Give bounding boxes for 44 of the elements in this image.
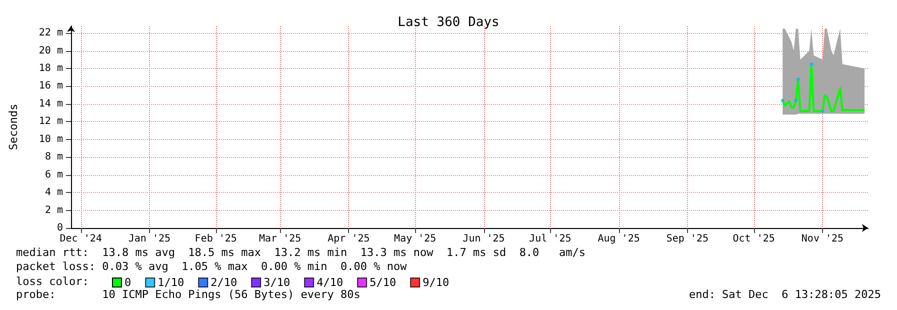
- y-tick-label: 10 m: [38, 134, 63, 145]
- x-tick-label: May '25: [394, 234, 436, 244]
- y-tick-label: 16 m: [38, 80, 63, 92]
- y-tick-label: 0: [56, 222, 63, 234]
- legend-label: 1/10: [158, 276, 184, 289]
- x-tick-label: Aug '25: [598, 234, 640, 244]
- legend-label: 2/10: [210, 276, 238, 289]
- chart-title: Last 360 Days: [398, 15, 500, 30]
- y-tick-label: 2 m: [44, 204, 63, 216]
- legend-label: 5/10: [370, 276, 396, 289]
- legend-label: 3/10: [264, 276, 290, 289]
- y-tick-label: 22 m: [38, 28, 63, 39]
- x-tick-label: Feb '25: [194, 234, 237, 244]
- legend-label: 0: [124, 276, 132, 289]
- x-tick-label: Jan '25: [128, 234, 171, 244]
- point: [796, 78, 800, 81]
- x-tick-label: Nov '25: [801, 234, 844, 244]
- text: probe: 10 ICMP Echo Pings (56 Bytes) every 80s: [16, 288, 360, 301]
- y-axis-title: Seconds: [7, 104, 20, 150]
- x-tick-label: Sep '25: [666, 234, 709, 244]
- x-tick-label: Apr '25: [328, 234, 370, 244]
- text: end: Sat Dec 6 13:28:05 2025: [688, 288, 882, 301]
- point: [794, 98, 798, 102]
- x-tick-label: Dec '24: [60, 234, 102, 244]
- x-tick-label: Jul '25: [529, 234, 572, 244]
- y-tick-label: 18 m: [38, 63, 63, 74]
- legend-label: 9/10: [422, 276, 450, 289]
- x-tick-label: Jun '25: [462, 234, 505, 244]
- y-tick-label: 4 m: [44, 187, 63, 198]
- point: [820, 110, 824, 113]
- y-tick-label: 14 m: [38, 98, 63, 110]
- point: [781, 98, 784, 102]
- legend-title: loss color:: [16, 275, 89, 288]
- x-tick-label: Oct '25: [732, 234, 775, 244]
- y-tick-label: 6 m: [44, 169, 63, 180]
- x-tick-label: Mar '25: [259, 234, 302, 244]
- point: [810, 62, 813, 66]
- text: packet loss: 0.03 % avg 1.05 % max 0.00 % min 0.00 % now: [16, 260, 408, 273]
- line-series: [782, 63, 866, 112]
- y-tick-label: 20 m: [38, 45, 63, 56]
- y-tick-label: 8 m: [44, 152, 63, 163]
- text: median rtt: 13.8 ms avg 18.5 ms max 13.2 ms min 13.3 ms now 1.7 ms sd 8.0 am/s: [16, 246, 586, 259]
- legend-label: 4/10: [316, 276, 344, 289]
- y-tick-label: 12 m: [38, 116, 63, 128]
